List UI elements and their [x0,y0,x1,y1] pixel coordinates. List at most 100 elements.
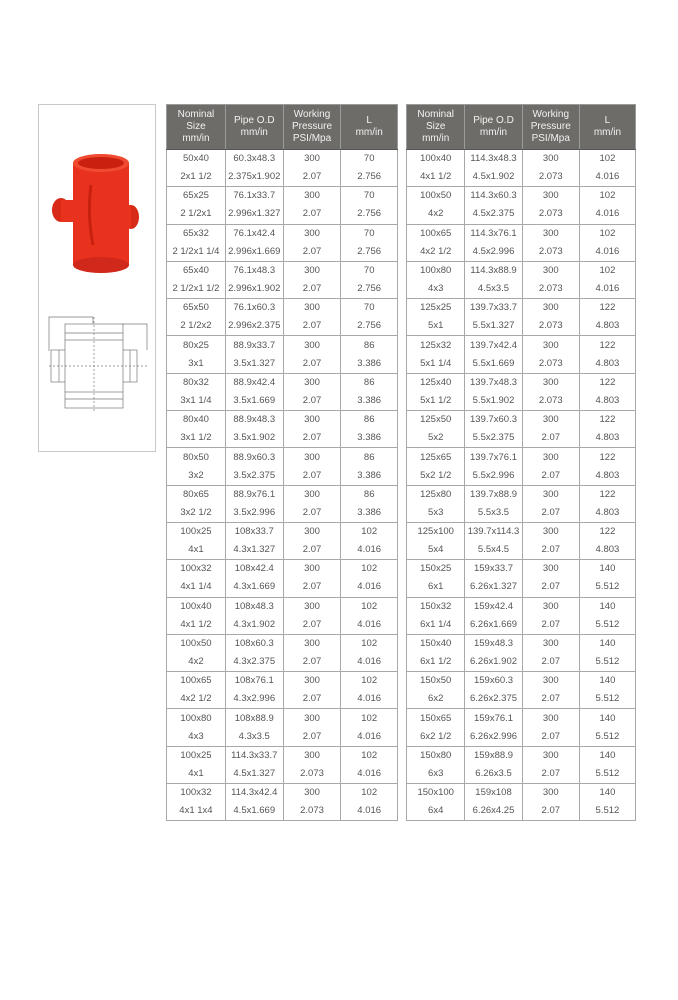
mm-value: 300 [304,227,320,239]
cell-pipe-od: 76.1x48.3 2.996x1.902 [224,260,284,300]
cell-nominal-size: 100x40 4x1 1/2 [166,596,226,635]
mm-value: 300 [542,227,559,239]
cell-nominal-size: 65x25 2 1/2x1 [166,186,226,225]
cell-length: 102 4.016 [340,671,398,710]
inch-value: 6x1 1/4 [420,618,452,630]
mm-value: 102 [361,638,378,649]
mm-value: 102 [599,153,616,165]
cell-length: 86 3.386 [340,335,398,374]
mm-value: 108x88.9 [234,712,274,724]
inch-value: 2.07 [541,693,561,705]
inch-value: 2.996x1.902 [228,283,281,295]
cell-length: 140 5.512 [578,633,637,673]
mm-value: 300 [542,265,559,277]
cell-length: 122 4.803 [578,410,637,449]
inch-value: 5.512 [595,656,620,667]
inch-value: 2.073 [538,245,563,257]
inch-value: 4.3x3.5 [238,730,270,742]
table-row: 100x40 4x1 1/2 114.3x48.3 4.5x1.902 300 2.073… [405,148,637,188]
cell-working-pressure: 300 2.07 [521,559,580,598]
mm-value: 108x48.3 [234,600,274,612]
mm-value: 300 [542,153,559,165]
header-pipe-od: Pipe O.D mm/in [464,104,523,150]
mm-value: 100x40 [180,600,212,612]
inch-value: 4.5x3.5 [477,283,510,295]
inch-value: 2.073 [300,805,324,817]
cell-nominal-size: 100x65 4x2 1/2 [166,671,226,710]
inch-value: 5.512 [595,805,620,817]
inch-value: 4.803 [595,469,620,481]
cell-working-pressure: 300 2.07 [282,559,342,598]
inch-value: 5.5x4.5 [477,544,510,556]
inch-value: 5.5x1.327 [472,320,515,332]
header-row: Nominal Size mm/in Pipe O.D mm/in Working Pr… [405,104,637,150]
mm-value: 100x40 [420,153,452,165]
cell-nominal-size: 65x50 2 1/2x2 [166,298,226,337]
cell-pipe-od: 88.9x60.3 3.5x2.375 [224,447,284,486]
header-text: Working Pressure [292,109,333,132]
table-row: 100x65 4x2 1/2 108x76.1 4.3x2.996 300 2.07 102… [166,671,398,710]
inch-value: 2.07 [302,245,322,257]
cell-pipe-od: 159x42.4 6.26x1.669 [464,596,523,635]
cell-pipe-od: 88.9x33.7 3.5x1.327 [224,335,284,374]
inch-value: 3.386 [357,432,382,444]
mm-value: 50x40 [183,153,209,165]
mm-value: 122 [599,488,616,500]
inch-value: 4.016 [595,245,620,257]
mm-value: 88.9x48.3 [233,414,276,426]
inch-value: 2.07 [302,432,322,444]
inch-value: 2.07 [302,283,322,295]
cell-length: 70 2.756 [340,223,398,262]
cell-pipe-od: 139.7x114.3 5.5x4.5 [464,521,523,561]
cell-pipe-od: 88.9x48.3 3.5x1.902 [224,410,284,449]
cell-nominal-size: 100x32 4x1 1/4 [166,559,226,598]
inch-value: 3.386 [357,506,382,518]
cell-working-pressure: 300 2.07 [282,410,342,449]
inch-value: 2.07 [541,656,561,667]
table-row: 125x25 5x1 139.7x33.7 5.5x1.327 300 2.073 122 4… [405,298,637,337]
header-text: mm/in [593,127,622,138]
cell-working-pressure: 300 2.073 [282,783,342,822]
cell-working-pressure: 300 2.07 [521,671,580,710]
cell-pipe-od: 114.3x76.1 4.5x2.996 [464,223,523,262]
inch-value: 2.07 [302,581,322,593]
table-row: 80x50 3x2 88.9x60.3 3.5x2.375 300 2.07 86 3.386 [166,447,398,486]
mm-value: 159x42.4 [473,600,514,612]
mm-value: 122 [599,414,616,426]
cell-length: 122 4.803 [578,372,637,412]
inch-value: 2.07 [302,320,322,332]
mm-value: 125x32 [420,339,452,351]
cell-working-pressure: 300 2.07 [521,521,580,561]
inch-value: 6x2 1/2 [420,730,452,742]
cell-nominal-size: 100x25 4x1 [166,521,226,561]
mm-value: 300 [304,638,320,649]
mm-value: 114.3x76.1 [470,227,517,239]
inch-value: 4x1 [188,767,204,779]
mm-value: 300 [542,563,559,575]
cell-pipe-od: 76.1x33.7 2.996x1.327 [224,186,284,225]
cell-nominal-size: 100x32 4x1 1x4 [166,783,226,822]
mm-value: 114.3x88.9 [470,265,517,277]
mm-value: 300 [542,675,559,687]
table-row: 65x40 2 1/2x1 1/2 76.1x48.3 2.996x1.902 300 2… [166,260,398,300]
mm-value: 88.9x33.7 [233,339,276,351]
product-image-panel [38,104,156,452]
mm-value: 122 [599,451,616,463]
inch-value: 3x1 1/2 [180,432,212,444]
inch-value: 4x1 1x4 [179,805,213,817]
inch-value: 4x2 [428,208,444,220]
inch-value: 4.3x1.669 [233,581,276,593]
inch-value: 4x2 1/2 [180,693,212,705]
cell-nominal-size: 100x25 4x1 [166,745,226,785]
inch-value: 5.512 [595,581,620,593]
mm-value: 300 [304,451,320,463]
mm-value: 140 [599,563,616,575]
cell-pipe-od: 114.3x42.4 4.5x1.669 [224,783,284,822]
cell-length: 102 4.016 [340,521,398,561]
inch-value: 2.07 [541,506,561,518]
inch-value: 3.386 [357,469,382,481]
cell-pipe-od: 159x48.3 6.26x1.902 [464,633,523,673]
cell-nominal-size: 80x65 3x2 1/2 [166,484,226,523]
inch-value: 4.016 [357,730,382,742]
